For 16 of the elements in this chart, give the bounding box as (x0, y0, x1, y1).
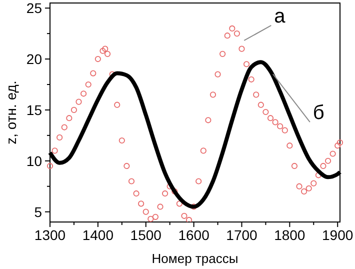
y-tick-label: 10 (26, 152, 42, 169)
y-tick-label: 25 (26, 0, 42, 16)
x-tick-label: 1400 (82, 227, 114, 243)
x-tick-label: 1900 (322, 227, 354, 243)
series-label: б (312, 102, 324, 124)
x-tick-label: 1600 (178, 227, 210, 243)
y-tick-label: 20 (26, 51, 42, 68)
y-axis-title: z, отн. ед. (3, 80, 19, 144)
y-tick-label: 15 (26, 102, 42, 118)
x-tick-label: 1500 (130, 227, 162, 243)
x-tick-label: 1800 (274, 227, 306, 243)
y-tick-label: 5 (34, 204, 42, 220)
x-tick-label: 1700 (226, 227, 258, 243)
x-tick-label: 1300 (34, 227, 66, 243)
x-axis-title: Номер трассы (152, 251, 238, 266)
series-label: а (274, 5, 286, 28)
